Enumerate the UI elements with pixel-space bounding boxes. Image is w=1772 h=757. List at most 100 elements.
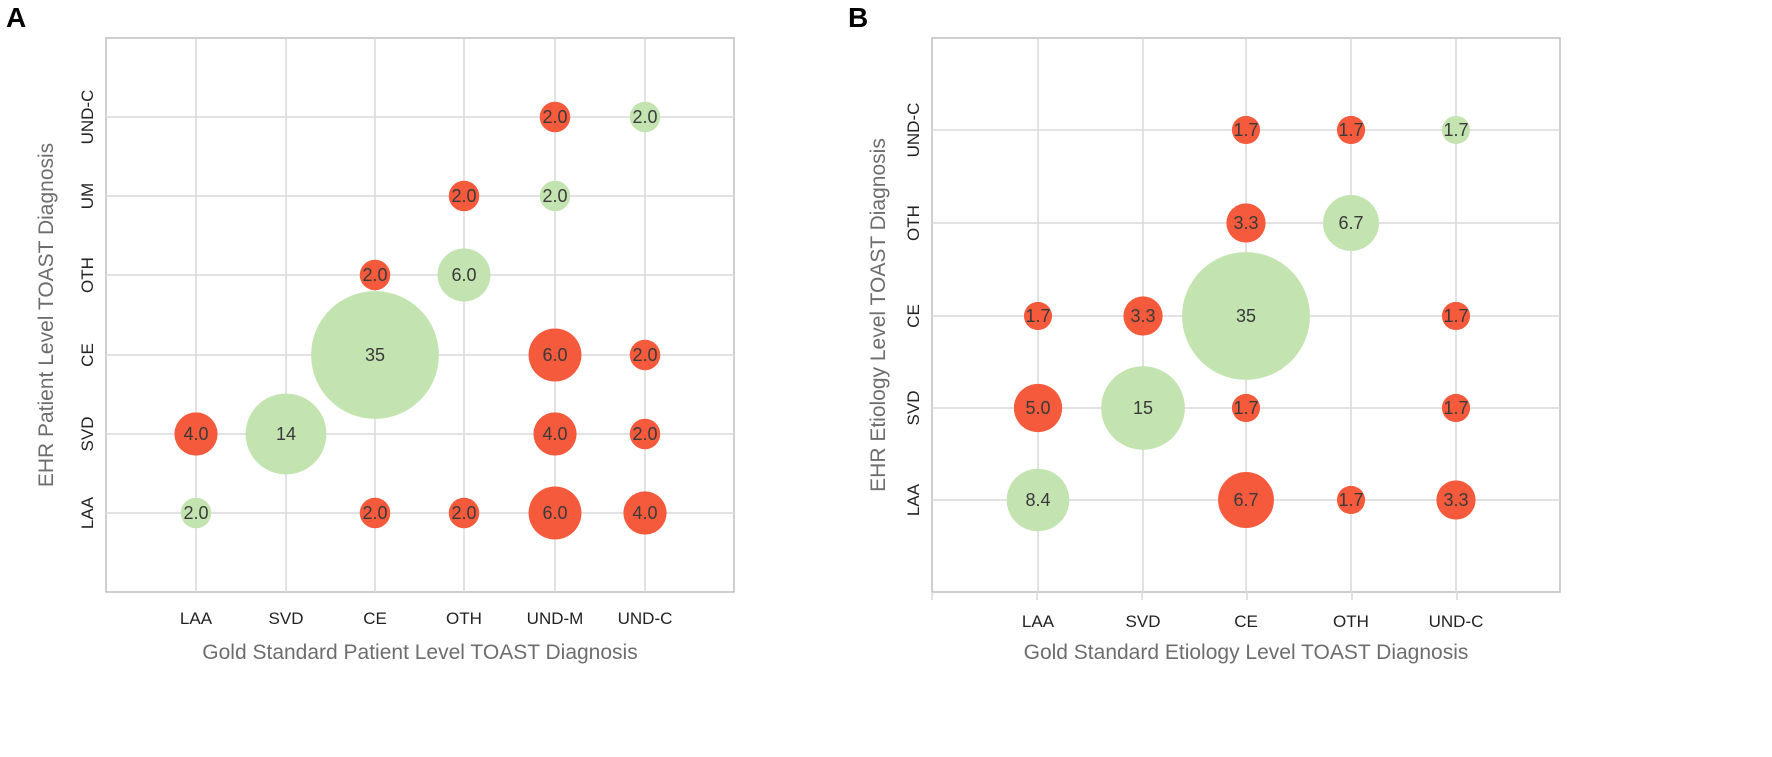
panel-a-bubble-label: 2.0 [451, 186, 476, 206]
panel-a-x-tick-label: UND-C [618, 609, 673, 628]
panel-a-bubble-label: 4.0 [632, 503, 657, 523]
panel-b-bubble-label: 15 [1133, 398, 1153, 418]
panel-b-bubble-label: 1.7 [1025, 306, 1050, 326]
panel-a-bubble-oth-oth [437, 248, 491, 302]
panel-b-bubble-label: 1.7 [1443, 120, 1468, 140]
panel-a-bubble-label: 2.0 [451, 503, 476, 523]
panel-b-bubble-ce-ce [1182, 252, 1310, 380]
panel-b-x-tick-label: SVD [1126, 612, 1161, 631]
panel-a-bubble-und-m-um [539, 180, 571, 212]
panel-b-bubble-svd-svd [1101, 366, 1185, 450]
panel-a-bubble-label: 6.0 [451, 265, 476, 285]
panel-a-y-tick-label: UM [78, 183, 97, 209]
panel-a-x-tick-label: OTH [446, 609, 482, 628]
panel-a-bubble-oth-laa [448, 497, 480, 529]
panel-b-bubble-label: 35 [1236, 306, 1256, 326]
panel-b-x-tick-label: UND-C [1429, 612, 1484, 631]
panel-a-y-axis-label: EHR Patient Level TOAST Diagnosis [35, 143, 58, 487]
panel-b-bubble-label: 3.3 [1130, 306, 1155, 326]
panel-b-bubble-label: 1.7 [1338, 120, 1363, 140]
panel-b-bubble-label: 6.7 [1233, 490, 1258, 510]
panel-a-bubble-label: 4.0 [183, 424, 208, 444]
panel-a-bubble-und-c-svd [629, 418, 661, 450]
panel-b-bubble-ce-svd [1231, 393, 1261, 423]
panel-b-chart: B LAA SVD CE OTH UND-C LAA SVD CE OTH UND-C Gold St… [848, 2, 1561, 664]
panel-a-bubble-label: 6.0 [542, 345, 567, 365]
panel-a-bubble-laa-laa [180, 497, 212, 529]
panel-b-bubble-ce-laa [1218, 472, 1274, 528]
panel-a-bubble-und-c-ce [629, 339, 661, 371]
panel-a-y-tick-label: UND-C [78, 90, 97, 145]
panel-a-x-tick-label: CE [363, 609, 387, 628]
panel-a-bubble-und-m-laa [528, 486, 582, 540]
panel-b-y-tick-label: OTH [904, 205, 923, 241]
panel-a-chart: A LAA SVD CE OTH UND-M UND-C LAA SVD CE OTH UM UND-C… [6, 2, 735, 664]
panel-b-bubble-oth-laa [1336, 485, 1366, 515]
panel-b-x-axis-label: Gold Standard Etiology Level TOAST Diagn… [1024, 641, 1469, 664]
panel-b-y-axis-label: EHR Etiology Level TOAST Diagnosis [867, 138, 890, 492]
panel-a-y-tick-label: OTH [78, 257, 97, 293]
panel-a-bubble-label: 2.0 [183, 503, 208, 523]
panel-a-x-tick-label: LAA [180, 609, 213, 628]
panel-b-letter: B [848, 2, 868, 33]
panel-b-bubble-und-c-und-c [1441, 115, 1471, 145]
panel-b-bubble-svd-ce [1123, 296, 1163, 336]
panel-a-x-tick-label: UND-M [527, 609, 584, 628]
panel-a-y-tick-label: CE [78, 343, 97, 367]
panel-a-bubble-oth-um [448, 180, 480, 212]
panel-b-x-tick-label: LAA [1022, 612, 1055, 631]
panel-a-bubble-ce-oth [359, 259, 391, 291]
panel-b-bubble-ce-und-c [1231, 115, 1261, 145]
panel-b-bubble-label: 1.7 [1233, 120, 1258, 140]
panel-a-bubble-label: 14 [276, 424, 296, 444]
panel-a-bubble-label: 4.0 [542, 424, 567, 444]
panel-b-bubble-laa-svd [1013, 383, 1063, 433]
panel-a-bubble-label: 2.0 [362, 265, 387, 285]
panel-b-bubble-label: 1.7 [1233, 398, 1258, 418]
panel-b-bubble-und-c-ce [1441, 301, 1471, 331]
panel-b-y-tick-label: CE [904, 304, 923, 328]
panel-a-bubble-ce-ce [311, 291, 439, 419]
panel-b-bubble-label: 1.7 [1443, 398, 1468, 418]
panel-b-bubble-label: 1.7 [1338, 490, 1363, 510]
panel-b-y-tick-label: LAA [904, 483, 923, 516]
panel-b-bubble-label: 3.3 [1443, 490, 1468, 510]
panel-a-letter: A [6, 2, 26, 33]
panel-b-bubble-label: 1.7 [1443, 306, 1468, 326]
panel-b-bubble-oth-oth [1323, 195, 1379, 251]
panel-a-bubble-label: 2.0 [632, 107, 657, 127]
panel-a-bubble-label: 6.0 [542, 503, 567, 523]
panel-b-y-tick-label: SVD [904, 391, 923, 426]
panel-a-x-axis-label: Gold Standard Patient Level TOAST Diagno… [202, 641, 637, 664]
panel-a-bubble-label: 2.0 [542, 107, 567, 127]
panel-b-bubble-label: 3.3 [1233, 213, 1258, 233]
panel-b-bubble-oth-und-c [1336, 115, 1366, 145]
panel-b-bubble-laa-laa [1006, 468, 1070, 532]
panel-b-bubble-und-c-svd [1441, 393, 1471, 423]
panel-b-bubble-label: 5.0 [1025, 398, 1050, 418]
panel-a-bubble-laa-svd [174, 412, 218, 456]
panel-a-bubble-label: 2.0 [542, 186, 567, 206]
panel-a-bubble-und-c-und-c [629, 101, 661, 133]
panel-a-bubble-label: 2.0 [632, 345, 657, 365]
panel-a-bubble-label: 2.0 [632, 424, 657, 444]
panel-b-bubble-label: 8.4 [1025, 490, 1050, 510]
panel-b-x-tick-label: OTH [1333, 612, 1369, 631]
panel-a-bubble-ce-laa [359, 497, 391, 529]
panel-a-bubble-und-m-und-c [539, 101, 571, 133]
panel-b-bubble-ce-oth [1226, 203, 1266, 243]
panel-a-y-tick-label: SVD [78, 417, 97, 452]
panel-b-bubble-und-c-laa [1436, 480, 1476, 520]
panel-b-y-tick-label: UND-C [904, 103, 923, 158]
panel-b-bubble-laa-ce [1023, 301, 1053, 331]
panel-a-bubble-svd-svd [245, 393, 327, 475]
panel-a-bubble-und-c-laa [623, 491, 667, 535]
panel-a-plot-frame [105, 37, 735, 593]
panel-a-bubble-label: 2.0 [362, 503, 387, 523]
panel-a-bubble-und-m-ce [528, 328, 582, 382]
panel-a-bubble-und-m-svd [533, 412, 577, 456]
panel-a-x-tick-label: SVD [269, 609, 304, 628]
panel-b-bubble-label: 6.7 [1338, 213, 1363, 233]
panel-b-x-tick-label: CE [1234, 612, 1258, 631]
